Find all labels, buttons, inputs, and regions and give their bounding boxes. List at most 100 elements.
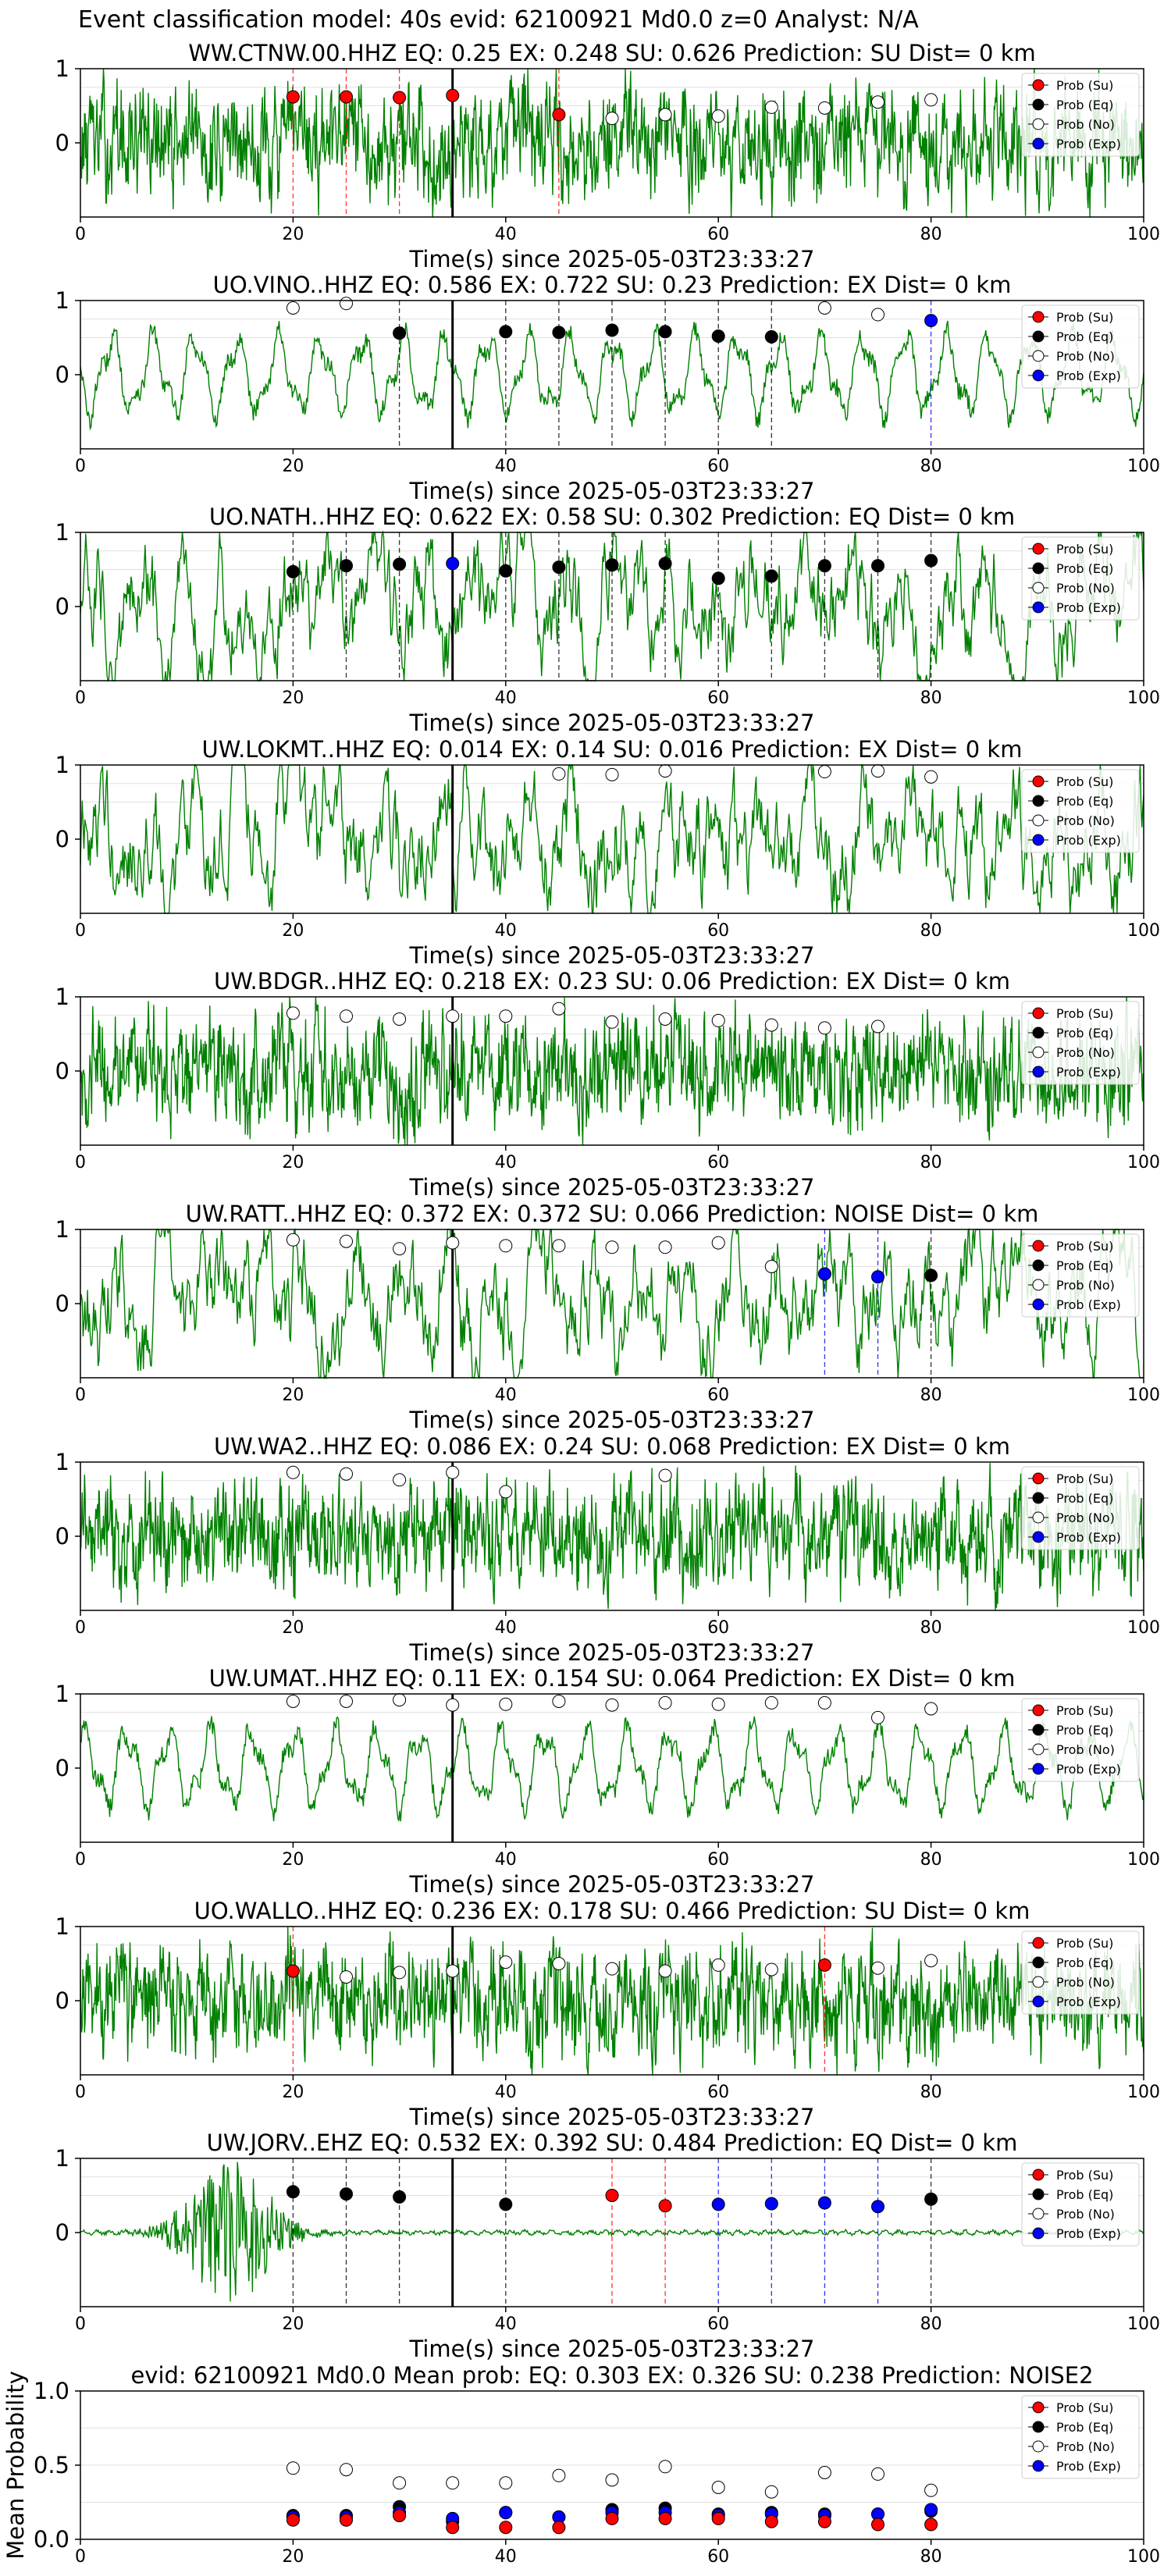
x-tick-label: 80 (920, 921, 942, 941)
x-tick-label: 80 (920, 1850, 942, 1870)
subplot-5: UW.BDGR..HHZ EQ: 0.218 EX: 0.23 SU: 0.06… (55, 968, 1160, 1201)
prob-point-no (552, 767, 566, 781)
mean-prob-point-su (286, 2513, 300, 2527)
legend-marker-su (1032, 311, 1045, 323)
legend-box (1021, 1698, 1140, 1782)
waveform-trace (80, 2161, 1144, 2302)
legend: Prob (Su) Prob (Eq) Prob (No) Prob (Exp) (1021, 1466, 1140, 1550)
mean-prob-point-su (552, 2521, 566, 2535)
prob-point-no (711, 1013, 725, 1027)
prob-point-eq (605, 323, 619, 337)
prob-point-no (658, 1695, 672, 1710)
prob-point-eq (871, 559, 884, 573)
legend-label: Prob (Exp) (1056, 2226, 1121, 2241)
legend-marker-no (1032, 1743, 1045, 1756)
mean-prob-point-no (871, 2467, 884, 2481)
x-tick-label: 60 (707, 1618, 729, 1638)
waveform-trace (80, 1926, 1144, 2076)
x-tick-label: 20 (282, 1618, 304, 1638)
legend-label: Prob (Exp) (1056, 1065, 1121, 1080)
prob-point-no (286, 1465, 300, 1479)
subplot-title: UO.NATH..HHZ EQ: 0.622 EX: 0.58 SU: 0.30… (209, 503, 1015, 530)
prob-point-eq (711, 571, 725, 585)
legend-label: Prob (Su) (1056, 2400, 1113, 2415)
legend-label: Prob (Eq) (1056, 1955, 1113, 1970)
subplot-10: UW.JORV..EHZ EQ: 0.532 EX: 0.392 SU: 0.4… (55, 2129, 1160, 2362)
prob-point-eq (658, 557, 672, 571)
subplot-1: WW.CTNW.00.HHZ EQ: 0.25 EX: 0.248 SU: 0.… (55, 40, 1160, 272)
legend-label: Prob (Eq) (1056, 794, 1113, 809)
axes-frame (80, 1461, 1144, 1611)
prob-point-su (605, 2189, 619, 2202)
mean-prob-point-su (658, 2511, 672, 2525)
x-tick-label: 100 (1127, 688, 1160, 708)
mean-prob-point-su (924, 2517, 938, 2532)
legend-marker-eq (1032, 330, 1045, 343)
legend-label: Prob (No) (1056, 1045, 1115, 1060)
prob-point-no (340, 297, 353, 311)
x-tick-label: 60 (707, 921, 729, 941)
x-axis-label: Time(s) since 2025-05-03T23:33:27 (409, 1407, 815, 1433)
x-tick-label: 20 (282, 1850, 304, 1870)
legend-label: Prob (No) (1056, 2439, 1115, 2454)
legend-marker-eq (1032, 2421, 1045, 2433)
legend-marker-eq (1032, 1259, 1045, 1272)
waveform-trace (80, 1463, 1144, 1610)
y-tick-label: 0 (55, 130, 69, 156)
x-tick-label: 40 (495, 1618, 517, 1638)
prob-point-no (286, 1006, 300, 1020)
x-tick-label: 20 (282, 457, 304, 476)
prob-point-no (446, 1236, 460, 1250)
legend-label: Prob (Su) (1056, 1703, 1113, 1718)
mean-prob-point-no (605, 2473, 619, 2487)
prob-point-no (711, 109, 725, 123)
y-tick-label: 0.0 (34, 2526, 69, 2553)
mean-prob-point-no (658, 2460, 672, 2474)
legend-label: Prob (Exp) (1056, 600, 1121, 615)
mean-prob-point-su (340, 2513, 353, 2527)
subplot-title: evid: 62100921 Md0.0 Mean prob: EQ: 0.30… (130, 2362, 1093, 2389)
figure-suptitle: Event classification model: 40s evid: 62… (78, 6, 919, 34)
x-tick-label: 20 (282, 2083, 304, 2102)
subplot-title: UW.RATT..HHZ EQ: 0.372 EX: 0.372 SU: 0.0… (186, 1201, 1039, 1227)
subplot-8: UW.UMAT..HHZ EQ: 0.11 EX: 0.154 SU: 0.06… (55, 1665, 1160, 1898)
prob-point-no (446, 1009, 460, 1023)
subplot-title: UO.VINO..HHZ EQ: 0.586 EX: 0.722 SU: 0.2… (213, 272, 1012, 298)
prob-point-no (871, 95, 884, 109)
y-tick-label: 1 (55, 984, 69, 1010)
axes-frame (80, 764, 1144, 914)
x-tick-label: 100 (1127, 457, 1160, 476)
subplot-2: UO.VINO..HHZ EQ: 0.586 EX: 0.722 SU: 0.2… (55, 272, 1160, 504)
legend-box (1021, 1001, 1140, 1085)
y-tick-label: 0 (55, 1290, 69, 1317)
x-tick-label: 60 (707, 2314, 729, 2334)
x-tick-label: 40 (495, 1386, 517, 1405)
x-tick-label: 100 (1127, 921, 1160, 941)
legend-label: Prob (Eq) (1056, 329, 1113, 344)
legend-label: Prob (Exp) (1056, 1530, 1121, 1545)
prob-point-no (393, 1242, 407, 1256)
legend-label: Prob (No) (1056, 1975, 1115, 1990)
prob-point-no (924, 1702, 938, 1716)
legend-marker-exp (1032, 1298, 1045, 1311)
legend-label: Prob (Exp) (1056, 137, 1121, 151)
x-tick-label: 80 (920, 457, 942, 476)
subplot-title: UW.WA2..HHZ EQ: 0.086 EX: 0.24 SU: 0.068… (214, 1433, 1010, 1460)
waveform-trace (80, 1227, 1144, 1380)
prob-point-no (764, 1260, 778, 1273)
x-tick-label: 40 (495, 457, 517, 476)
legend-marker-no (1032, 814, 1045, 827)
prob-point-no (552, 1002, 566, 1016)
subplot-9: UO.WALLO..HHZ EQ: 0.236 EX: 0.178 SU: 0.… (55, 1898, 1160, 2130)
x-tick-label: 0 (75, 1850, 86, 1870)
prob-point-no (340, 1695, 353, 1708)
x-tick-label: 0 (75, 921, 86, 941)
prob-point-eq (764, 330, 778, 344)
subplot-title: UW.LOKMT..HHZ EQ: 0.014 EX: 0.14 SU: 0.0… (202, 736, 1023, 763)
mean-prob-point-su (499, 2521, 513, 2535)
prob-point-eq (711, 329, 725, 343)
x-tick-label: 60 (707, 1850, 729, 1870)
x-axis-label: Time(s) since 2025-05-03T23:33:27 (409, 942, 815, 969)
legend-marker-no (1032, 350, 1045, 362)
x-tick-label: 40 (495, 688, 517, 708)
